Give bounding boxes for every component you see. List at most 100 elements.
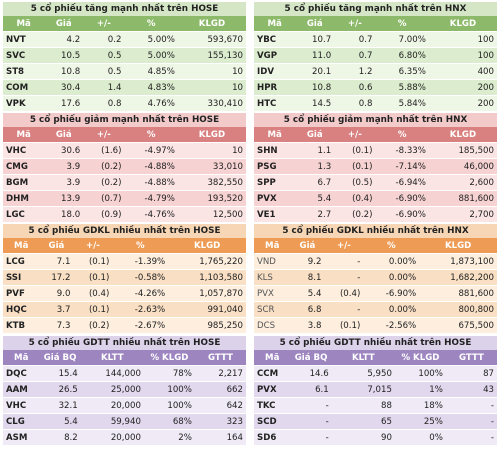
table-row: NVT 4.2 0.2 5.00% 593,670 <box>3 31 246 48</box>
change-cell: (0.4) <box>324 285 364 302</box>
percent-cell: -4.26% <box>112 285 169 302</box>
col-header-price: Giá <box>44 127 84 143</box>
percent-cell: 5.84% <box>375 95 429 112</box>
col-header-volume: KLGD <box>428 127 497 143</box>
price-cell: 14.5 <box>295 95 335 112</box>
change-cell: 0.6 <box>334 79 376 96</box>
volume-cell: 881,600 <box>419 285 497 302</box>
panel-title: 5 cổ phiếu GDKL nhiều nhất trên HNX <box>254 224 497 238</box>
pt-volume-cell: 20,000 <box>80 397 144 414</box>
percent-cell: 7.00% <box>375 31 429 48</box>
percent-cell: 0.00% <box>363 301 420 318</box>
change-cell: - <box>324 301 364 318</box>
panel-hnx-put-through: 5 cổ phiếu GDTT nhiều nhất trên HOSE Mã … <box>254 336 497 446</box>
volume-cell: 991,040 <box>168 301 246 318</box>
col-header-pct-volume: % KLGD <box>143 350 195 366</box>
table-row: KTB 7.3 (0.2) -2.67% 985,250 <box>3 317 246 334</box>
percent-cell: -2.63% <box>112 301 169 318</box>
percent-cell: 5.88% <box>375 79 429 96</box>
stock-code: SCR <box>254 301 291 318</box>
pt-volume-cell: 65 <box>331 413 395 430</box>
percent-cell: 0.00% <box>363 269 420 286</box>
stock-code: VND <box>254 253 291 270</box>
stock-code: SPP <box>254 174 296 191</box>
price-cell: 30.4 <box>44 79 84 96</box>
change-cell: - <box>324 269 364 286</box>
col-header-avg-price: Giá BQ <box>39 350 81 366</box>
avg-price-cell: 15.4 <box>39 365 81 382</box>
volume-cell: 985,250 <box>168 317 246 334</box>
price-cell: 9.2 <box>290 253 325 270</box>
volume-cell: 1,873,100 <box>419 253 497 270</box>
change-cell: (0.2) <box>83 174 125 191</box>
table-header-row: Mã Giá BQ KLTT % KLGD GTTT <box>3 350 246 366</box>
col-header-pt-value: GTTT <box>194 350 246 366</box>
col-header-change: +/- <box>73 238 113 254</box>
percent-cell: 5.00% <box>124 47 178 64</box>
table-row: CCM 14.6 5,950 100% 87 <box>254 365 497 382</box>
percent-cell: 4.83% <box>124 79 178 96</box>
table-header-row: Mã Giá +/- % KLGD <box>254 16 497 32</box>
price-cell: 30.6 <box>44 142 84 159</box>
percent-cell: 0.00% <box>363 253 420 270</box>
percent-cell: -2.56% <box>363 317 420 334</box>
pt-volume-cell: 59,940 <box>80 413 144 430</box>
pt-volume-cell: 7,015 <box>331 381 395 398</box>
pct-volume-cell: 78% <box>143 365 195 382</box>
stock-code: CMG <box>3 158 45 175</box>
price-cell: 7.1 <box>39 253 74 270</box>
pt-volume-cell: 90 <box>331 429 395 446</box>
percent-cell: -6.90% <box>363 285 420 302</box>
pt-value-cell: - <box>445 397 497 414</box>
avg-price-cell: 5.4 <box>39 413 81 430</box>
stock-code: CLG <box>3 413 40 430</box>
percent-cell: -4.88% <box>124 158 178 175</box>
stock-code: PVX <box>254 190 296 207</box>
table-row: CMG 3.9 (0.2) -4.88% 33,010 <box>3 158 246 175</box>
table-row: HPR 10.8 0.6 5.88% 200 <box>254 79 497 96</box>
avg-price-cell: - <box>290 397 332 414</box>
col-header-price: Giá <box>295 127 335 143</box>
change-cell: 0.7 <box>334 47 376 64</box>
stock-code: DCS <box>254 317 291 334</box>
table-row: PSG 1.3 (0.1) -7.14% 46,000 <box>254 158 497 175</box>
avg-price-cell: 6.1 <box>290 381 332 398</box>
table-row: YBC 10.7 0.7 7.00% 100 <box>254 31 497 48</box>
percent-cell: 6.35% <box>375 63 429 80</box>
col-header-code: Mã <box>3 127 45 143</box>
table-row: CLG 5.4 59,940 68% 323 <box>3 413 246 430</box>
stock-code: COM <box>3 79 45 96</box>
price-cell: 1.3 <box>295 158 335 175</box>
pt-value-cell: 662 <box>194 381 246 398</box>
table-hnx-volume: Mã Giá +/- % KLGD VND 9.2 - 0.00% 1,873,… <box>254 238 497 334</box>
table-row: ST8 10.8 0.5 4.85% 10 <box>3 63 246 80</box>
volume-cell: 800,800 <box>419 301 497 318</box>
price-cell: 7.3 <box>39 317 74 334</box>
change-cell: (0.2) <box>83 158 125 175</box>
table-row: VE1 2.7 (0.2) -6.90% 2,700 <box>254 206 497 223</box>
table-row: PVX 6.1 7,015 1% 43 <box>254 381 497 398</box>
table-row: DQC 15.4 144,000 78% 2,217 <box>3 365 246 382</box>
table-row: DHM 13.9 (0.7) -4.79% 193,520 <box>3 190 246 207</box>
pt-volume-cell: 88 <box>331 397 395 414</box>
table-row: VHC 30.6 (1.6) -4.97% 10 <box>3 142 246 159</box>
price-cell: 3.9 <box>44 174 84 191</box>
pt-volume-cell: 25,000 <box>80 381 144 398</box>
table-row: PVF 9.0 (0.4) -4.26% 1,057,870 <box>3 285 246 302</box>
panel-hnx-gainers: 5 cổ phiếu tăng mạnh nhất trên HNX Mã Gi… <box>254 2 497 112</box>
price-cell: 4.2 <box>44 31 84 48</box>
table-row: PVX 5.4 (0.4) -6.90% 881,600 <box>254 285 497 302</box>
price-cell: 1.1 <box>295 142 335 159</box>
percent-cell: -4.76% <box>124 206 178 223</box>
col-header-change: +/- <box>334 127 376 143</box>
pct-volume-cell: 0% <box>394 429 446 446</box>
change-cell: 0.7 <box>334 31 376 48</box>
change-cell: (0.1) <box>324 317 364 334</box>
percent-cell: -7.14% <box>375 158 429 175</box>
col-header-change: +/- <box>83 127 125 143</box>
col-header-percent: % <box>124 16 178 32</box>
price-cell: 6.7 <box>295 174 335 191</box>
table-row: HTC 14.5 0.8 5.84% 200 <box>254 95 497 112</box>
percent-cell: -8.33% <box>375 142 429 159</box>
change-cell: 1.2 <box>334 63 376 80</box>
